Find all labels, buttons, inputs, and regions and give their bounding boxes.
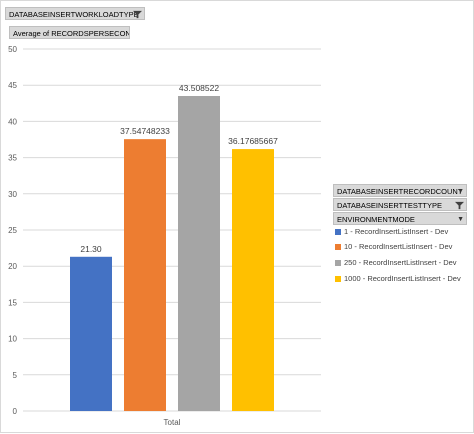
legend-swatch-1 [335,229,341,235]
bar-2 [124,139,166,411]
filter-icon [455,201,464,210]
data-label-1: 21.30 [80,244,102,254]
y-tick-label: 50 [8,45,17,54]
record-count-field-label: DATABASEINSERTRECORDCOUNT [337,187,463,196]
bar-1 [70,256,112,411]
y-tick-label: 40 [8,117,17,126]
y-tick-label: 20 [8,262,17,271]
data-label-3: 43.508522 [179,83,219,93]
data-label-4: 36.17685667 [228,136,278,146]
dropdown-arrow-icon: ▼ [457,216,464,223]
y-tick-label: 10 [8,335,17,344]
workload-type-filter-button[interactable]: DATABASEINSERTWORKLOADTYPE [5,7,145,20]
y-tick-label: 35 [8,154,17,163]
y-tick-label: 15 [8,298,17,307]
y-tick-label: 25 [8,226,17,235]
test-type-field-label: DATABASEINSERTTESTTYPE [337,201,443,210]
filter-icon [133,10,142,19]
legend-label-4: 1000 - RecordInsertListInsert - Dev [344,274,461,283]
measure-field-label: Average of RECORDSPERSECOND [13,29,130,38]
legend-label-2: 10 - RecordInsertListInsert - Dev [344,242,453,251]
legend-label-1: 1 - RecordInsertListInsert - Dev [344,227,449,236]
measure-field-button[interactable]: Average of RECORDSPERSECOND [9,26,130,39]
data-label-2: 37.54748233 [120,126,170,136]
environment-mode-field-button[interactable]: ENVIRONMENTMODE ▼ [333,212,467,225]
legend-swatch-4 [335,276,341,282]
legend-swatch-3 [335,260,341,266]
legend-label-3: 250 - RecordInsertListInsert - Dev [344,258,457,267]
workload-type-filter-label: DATABASEINSERTWORKLOADTYPE [9,10,139,19]
dropdown-arrow-icon: ▼ [457,188,464,195]
test-type-field-button[interactable]: DATABASEINSERTTESTTYPE [333,198,467,211]
bar-4 [232,149,274,411]
y-tick-label: 0 [13,407,18,416]
x-category-label: Total [164,418,181,427]
legend-swatch-2 [335,244,341,250]
record-count-field-button[interactable]: DATABASEINSERTRECORDCOUNT ▼ [333,184,467,197]
y-tick-label: 45 [8,81,17,90]
environment-mode-field-label: ENVIRONMENTMODE [337,215,415,224]
y-tick-label: 30 [8,190,17,199]
y-tick-label: 5 [13,371,18,380]
bar-3 [178,95,220,412]
